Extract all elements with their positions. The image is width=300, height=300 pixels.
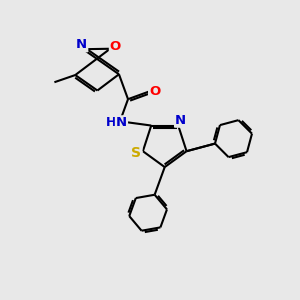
Text: N: N (76, 38, 87, 51)
Text: S: S (131, 146, 141, 160)
Text: O: O (110, 40, 121, 53)
Text: N: N (116, 116, 127, 129)
Text: N: N (175, 114, 186, 127)
Text: O: O (149, 85, 160, 98)
Text: H: H (106, 116, 116, 129)
